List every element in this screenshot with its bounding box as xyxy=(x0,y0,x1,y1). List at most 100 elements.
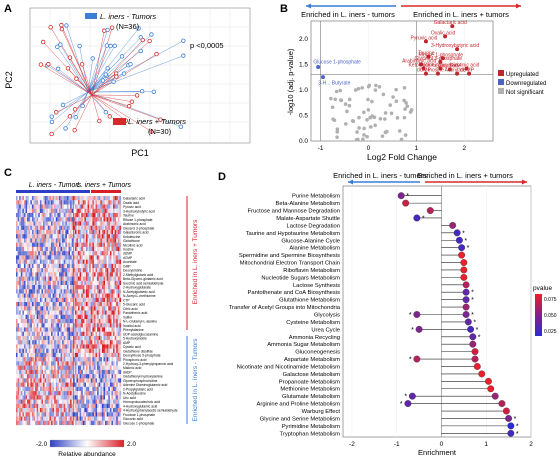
heatmap-cell xyxy=(101,276,104,281)
heatmap-cell xyxy=(39,276,42,281)
heatmap-cell xyxy=(92,272,95,277)
heatmap-cell xyxy=(51,310,53,315)
heatmap-cell xyxy=(74,382,77,387)
heatmap-cell xyxy=(79,204,82,209)
heatmap-cell xyxy=(92,420,95,426)
heatmap-cell xyxy=(95,217,98,222)
heatmap-cell xyxy=(36,272,39,277)
heatmap-cell xyxy=(81,314,83,320)
heatmap-cell xyxy=(63,403,66,409)
heatmap-cell xyxy=(86,327,88,332)
heatmap-cell xyxy=(78,416,80,421)
heatmap-cell xyxy=(103,382,106,387)
heatmap-cell xyxy=(78,255,80,260)
heatmap-cell xyxy=(116,242,118,247)
heatmap-cell xyxy=(33,335,36,341)
heatmap-cell xyxy=(28,268,31,273)
heatmap-cell xyxy=(65,310,68,315)
heatmap-cell xyxy=(25,196,28,201)
heatmap-cell xyxy=(22,212,25,218)
heatmap-cell xyxy=(16,200,18,205)
heatmap-cell xyxy=(79,374,82,379)
heatmap-cell xyxy=(60,251,63,256)
heatmap-cell xyxy=(31,386,34,392)
heatmap-cell xyxy=(92,200,95,205)
heatmap-cell xyxy=(117,348,120,354)
heatmap-cell xyxy=(71,403,74,409)
heatmap-cell xyxy=(39,229,42,235)
dotplot-xtick: 0 xyxy=(440,441,444,448)
heatmap-cell xyxy=(111,318,114,324)
heatmap-cell xyxy=(82,395,85,400)
heatmap-cell xyxy=(116,246,118,252)
heatmap-cell xyxy=(55,204,58,209)
heatmap-cell xyxy=(43,335,45,341)
heatmap-cell xyxy=(58,382,61,387)
heatmap-cell xyxy=(27,221,29,226)
heatmap-cell xyxy=(27,335,29,341)
heatmap-cell xyxy=(60,297,63,303)
heatmap-cell xyxy=(71,255,74,260)
heatmap-cell xyxy=(47,242,50,247)
heatmap-cell xyxy=(39,212,42,218)
heatmap-cell xyxy=(78,306,80,311)
heatmap-cell xyxy=(31,289,34,294)
heatmap-cell xyxy=(57,293,60,298)
heatmap-cell xyxy=(73,327,75,332)
heatmap-cell xyxy=(87,251,90,256)
heatmap-cell xyxy=(82,408,85,413)
volcano-point-ns xyxy=(405,104,410,109)
heatmap-cell xyxy=(100,217,103,222)
heatmap-cell xyxy=(97,374,99,379)
heatmap-cell xyxy=(49,289,52,294)
heatmap-cell xyxy=(63,416,66,421)
heatmap-cell xyxy=(73,374,75,379)
heatmap-cell xyxy=(49,285,52,290)
heatmap-cell xyxy=(17,395,20,400)
heatmap-cell xyxy=(55,323,58,328)
heatmap-cell xyxy=(103,217,106,222)
heatmap-cell xyxy=(84,251,87,256)
heatmap-cell xyxy=(28,335,31,341)
dotplot-dot xyxy=(491,392,499,400)
heatmap-cell xyxy=(73,323,75,328)
heatmap-cell xyxy=(81,378,83,383)
heatmap-cell xyxy=(117,416,120,421)
heatmap-cell xyxy=(23,255,26,260)
heatmap-cell xyxy=(30,408,33,413)
heatmap-cell xyxy=(70,289,72,294)
heatmap-cell xyxy=(25,263,28,269)
heatmap-cell xyxy=(22,200,25,205)
heatmap-cell xyxy=(117,225,120,231)
heatmap-cell xyxy=(98,408,101,413)
heatmap-cell xyxy=(52,259,55,264)
heatmap-cell xyxy=(76,285,79,290)
heatmap-cell xyxy=(55,212,58,218)
heatmap-cell xyxy=(31,340,34,345)
heatmap-cell xyxy=(89,361,91,366)
heatmap-cell xyxy=(22,310,25,315)
heatmap-cell xyxy=(16,276,18,281)
heatmap-cell xyxy=(81,276,83,281)
heatmap-cell xyxy=(47,408,50,413)
heatmap-cell xyxy=(79,263,82,269)
pca-point-plus xyxy=(72,128,77,133)
heatmap-cell xyxy=(87,344,90,349)
heatmap-cell xyxy=(109,200,112,205)
heatmap-cell xyxy=(30,378,33,383)
heatmap-cell xyxy=(97,391,99,396)
heatmap-cell xyxy=(65,416,68,421)
heatmap-cell xyxy=(105,246,107,252)
heatmap-cell xyxy=(81,335,83,341)
heatmap-cell xyxy=(31,369,34,375)
dotplot-dot xyxy=(413,311,421,318)
heatmap-cell xyxy=(27,314,29,320)
heatmap-cell xyxy=(39,196,42,201)
heatmap-cell xyxy=(60,335,63,341)
heatmap-cell xyxy=(47,196,50,201)
heatmap-cell xyxy=(93,378,96,383)
heatmap-cell xyxy=(36,331,39,337)
heatmap-cell xyxy=(87,412,90,417)
heatmap-cell xyxy=(95,280,98,286)
heatmap-cell xyxy=(108,229,110,235)
